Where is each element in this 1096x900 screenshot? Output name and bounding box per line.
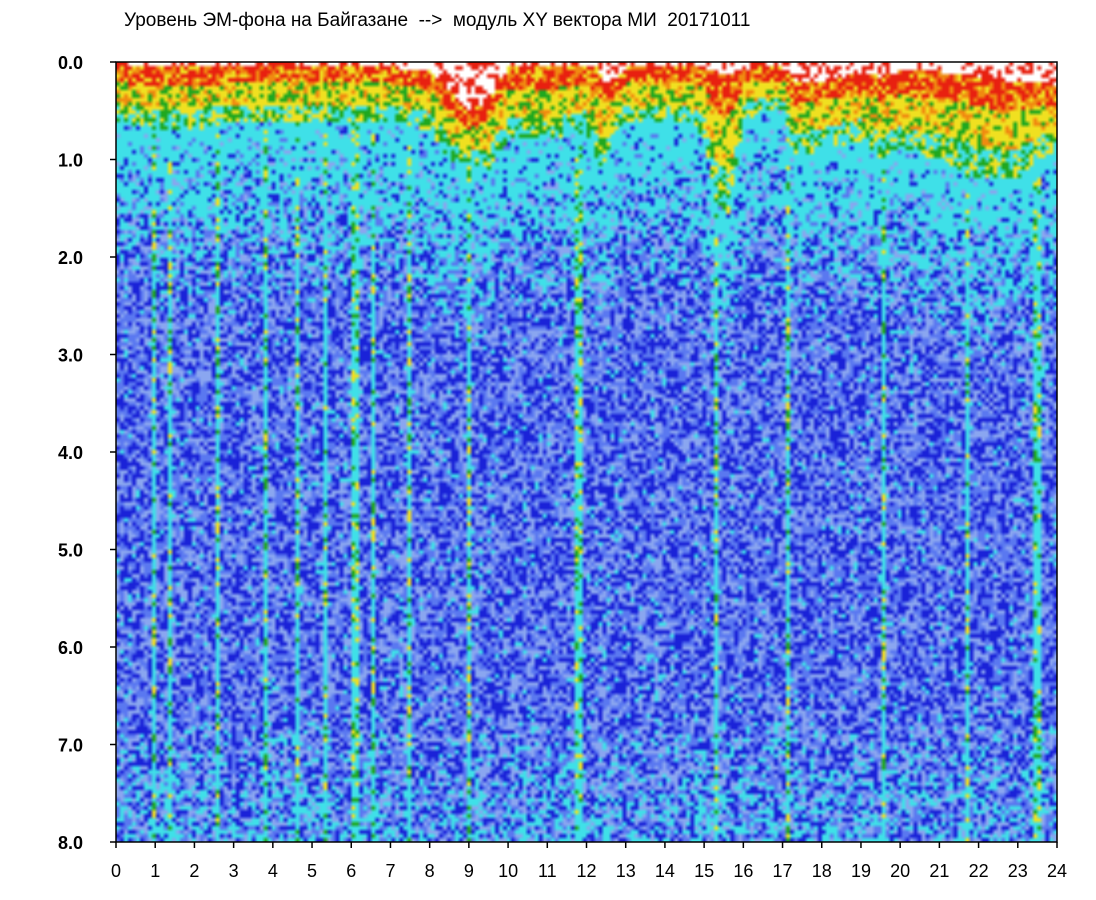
x-tick-label: 1 xyxy=(150,861,160,881)
chart-title: Уровень ЭМ-фона на Байгазане --> модуль … xyxy=(124,10,751,31)
x-tick-label: 4 xyxy=(268,861,278,881)
y-tick-label: 7.0 xyxy=(58,736,83,756)
x-tick-label: 0 xyxy=(111,861,121,881)
x-tick-label: 23 xyxy=(1008,861,1028,881)
y-tick-label: 3.0 xyxy=(58,346,83,366)
y-tick-label: 5.0 xyxy=(58,541,83,561)
x-tick-label: 9 xyxy=(464,861,474,881)
x-tick-label: 20 xyxy=(890,861,910,881)
x-tick-label: 5 xyxy=(307,861,317,881)
y-tick-label: 2.0 xyxy=(58,248,83,268)
y-tick-label: 8.0 xyxy=(58,833,83,853)
x-tick-label: 15 xyxy=(694,861,714,881)
x-tick-label: 7 xyxy=(385,861,395,881)
x-tick-label: 8 xyxy=(425,861,435,881)
y-tick-label: 0.0 xyxy=(58,53,83,73)
y-tick-label: 4.0 xyxy=(58,443,83,463)
x-tick-label: 13 xyxy=(616,861,636,881)
x-tick-label: 10 xyxy=(498,861,518,881)
heatmap-cells xyxy=(116,62,1057,842)
x-tick-label: 14 xyxy=(655,861,675,881)
y-tick-label: 1.0 xyxy=(58,151,83,171)
x-tick-label: 22 xyxy=(969,861,989,881)
x-tick-label: 17 xyxy=(773,861,793,881)
x-tick-label: 3 xyxy=(229,861,239,881)
x-tick-label: 12 xyxy=(576,861,596,881)
x-tick-label: 2 xyxy=(189,861,199,881)
y-axis: 0.0 1.0 2.0 3.0 4.0 5.0 6.0 7.0 8.0 xyxy=(58,53,116,853)
y-tick-label: 6.0 xyxy=(58,638,83,658)
x-tick-label: 19 xyxy=(851,861,871,881)
x-axis: 0 1 2 3 4 5 6 7 8 9 10 11 12 13 14 15 16 17 18 19 20 21 22 23 24 xyxy=(111,842,1067,881)
x-tick-label: 18 xyxy=(812,861,832,881)
heatmap-image xyxy=(116,62,1057,842)
x-tick-label: 6 xyxy=(346,861,356,881)
x-tick-label: 16 xyxy=(733,861,753,881)
x-tick-label: 24 xyxy=(1047,861,1067,881)
x-tick-label: 21 xyxy=(929,861,949,881)
x-tick-label: 11 xyxy=(538,861,557,881)
